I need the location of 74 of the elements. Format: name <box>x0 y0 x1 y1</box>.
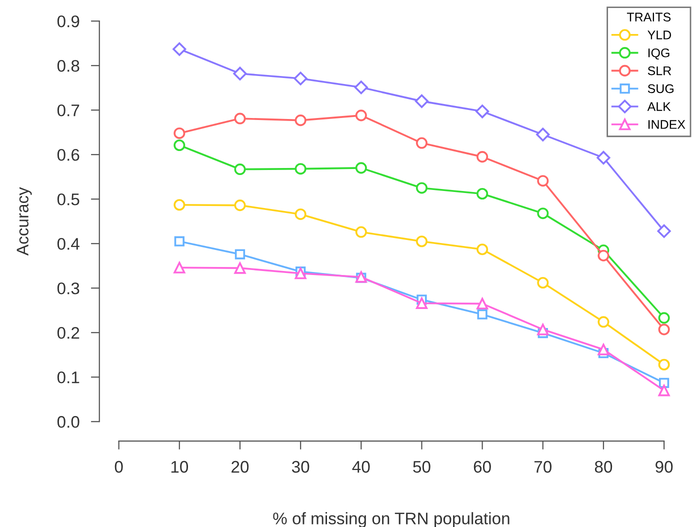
x-tick-label: 40 <box>352 460 370 473</box>
point <box>598 250 610 262</box>
y-tick-label: 0.6 <box>57 148 80 161</box>
y-tick-label: 0.0 <box>57 416 80 428</box>
point <box>476 298 488 310</box>
point <box>598 344 610 356</box>
point <box>658 358 670 370</box>
point <box>416 137 428 149</box>
y-tick-label: 0.5 <box>57 193 80 206</box>
y-tick-label: 0.2 <box>57 326 80 339</box>
x-tick-label: 10 <box>171 460 188 473</box>
x-tick-label: 0 <box>114 460 123 473</box>
point <box>355 162 367 174</box>
point <box>234 249 246 260</box>
point <box>174 127 186 139</box>
point <box>354 80 368 94</box>
y-tick-label: 0.3 <box>57 282 80 294</box>
point <box>233 66 247 80</box>
x-tick-label: 20 <box>232 460 249 473</box>
point <box>658 312 670 324</box>
point <box>657 224 671 238</box>
legend-label: SUG <box>648 84 674 94</box>
point <box>536 128 550 142</box>
point <box>598 316 610 328</box>
point <box>294 114 306 126</box>
y-tick-label: 0.1 <box>57 372 80 384</box>
point <box>537 324 549 336</box>
point <box>234 112 246 124</box>
legend-label: IQG <box>648 48 670 60</box>
x-tick-label: 50 <box>413 460 430 473</box>
point <box>596 150 610 164</box>
x-tick-label: 80 <box>594 460 612 473</box>
x-tick-label: 30 <box>292 460 310 473</box>
point <box>294 163 306 175</box>
point <box>174 139 186 152</box>
point <box>537 276 549 289</box>
x-tick-label: 60 <box>474 460 491 473</box>
point <box>414 94 429 108</box>
legend-title: TRAITS <box>626 12 671 22</box>
point <box>416 182 428 194</box>
y-tick-label: 0.8 <box>57 60 80 72</box>
point <box>476 188 488 200</box>
point <box>416 297 428 309</box>
point <box>658 324 670 336</box>
point <box>537 208 549 220</box>
x-tick-label: 90 <box>656 460 673 473</box>
point <box>174 236 184 246</box>
point <box>477 309 488 320</box>
point <box>416 236 428 248</box>
legend-label: INDEX <box>648 120 686 129</box>
point <box>174 199 186 211</box>
point <box>537 175 549 187</box>
y-tick-label: 0.9 <box>57 15 80 28</box>
point <box>174 262 186 274</box>
y-axis-title: Accuracy <box>16 187 32 256</box>
legend-label: YLD <box>648 30 672 40</box>
point <box>234 164 246 176</box>
point <box>234 262 246 274</box>
point <box>355 226 367 238</box>
point <box>294 208 306 220</box>
x-tick-label: 70 <box>534 460 552 473</box>
point <box>294 268 306 280</box>
point <box>476 151 488 163</box>
point <box>234 200 246 212</box>
point <box>172 42 186 56</box>
point <box>658 384 670 396</box>
y-tick-label: 0.4 <box>57 238 80 250</box>
point <box>476 244 488 256</box>
legend-label: ALK <box>647 102 671 111</box>
point <box>355 110 367 122</box>
point <box>294 72 308 86</box>
legend-label: SLR <box>648 66 672 76</box>
point <box>476 104 490 118</box>
y-tick-label: 0.7 <box>57 104 80 116</box>
